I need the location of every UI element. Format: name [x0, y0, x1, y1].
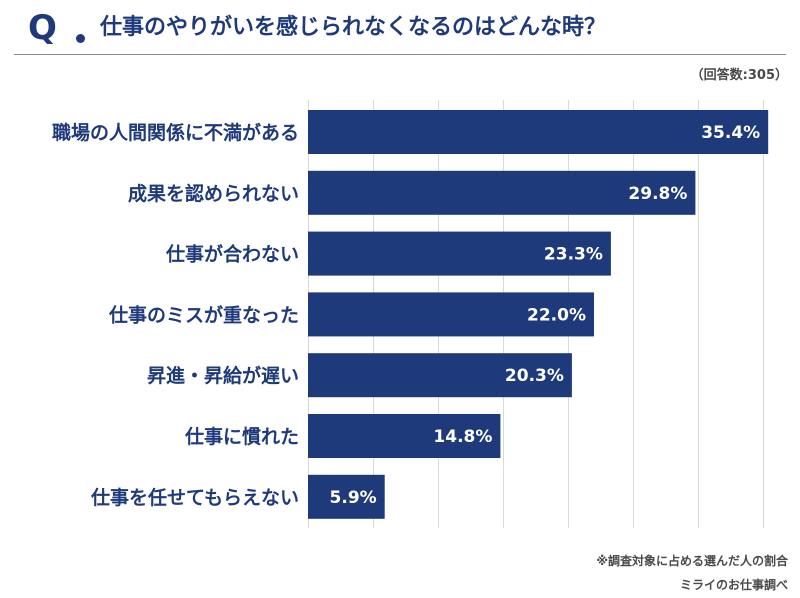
value-label: 14.8%: [433, 427, 492, 447]
bar: [308, 110, 769, 154]
value-label: 22.0%: [527, 305, 586, 325]
value-label: 23.3%: [544, 245, 603, 265]
category-label: 成果を認められない: [128, 182, 299, 205]
bar: [308, 414, 501, 458]
bar: [308, 231, 611, 276]
title-divider: [14, 54, 786, 55]
value-label: 35.4%: [701, 123, 760, 143]
category-label: 仕事のミスが重なった: [108, 303, 299, 326]
bar: [308, 292, 594, 337]
category-label: 昇進・昇給が遅い: [147, 364, 299, 387]
bars: [308, 110, 769, 519]
q-dot-icon: [76, 34, 85, 43]
respondent-count: （回答数:305）: [690, 68, 788, 83]
source-credit: ミライのお仕事調べ: [679, 578, 788, 592]
bar: [308, 474, 385, 519]
chart-title: 仕事のやりがいを感じられなくなるのはどんな時？: [100, 15, 607, 40]
category-label: 仕事に慣れた: [184, 425, 299, 448]
bar: [308, 170, 696, 215]
footnote: ※調査対象に占める選んだ人の割合: [596, 554, 788, 568]
bar: [308, 353, 572, 398]
header: Q 仕事のやりがいを感じられなくなるのはどんな時？: [14, 6, 790, 50]
value-label: 5.9%: [330, 488, 377, 508]
value-label: 20.3%: [505, 366, 564, 386]
value-labels: 35.4% 29.8% 23.3% 22.0% 20.3% 14.8% 5.9%: [330, 123, 761, 508]
q-mark: Q: [28, 8, 57, 48]
category-label: 仕事が合わない: [165, 243, 299, 266]
category-labels: 職場の人間関係に不満がある成果を認められない仕事が合わない仕事のミスが重なった昇…: [52, 121, 299, 509]
category-label: 仕事を任せてもらえない: [90, 486, 299, 509]
category-label: 職場の人間関係に不満がある: [52, 121, 299, 144]
value-label: 29.8%: [628, 184, 687, 204]
